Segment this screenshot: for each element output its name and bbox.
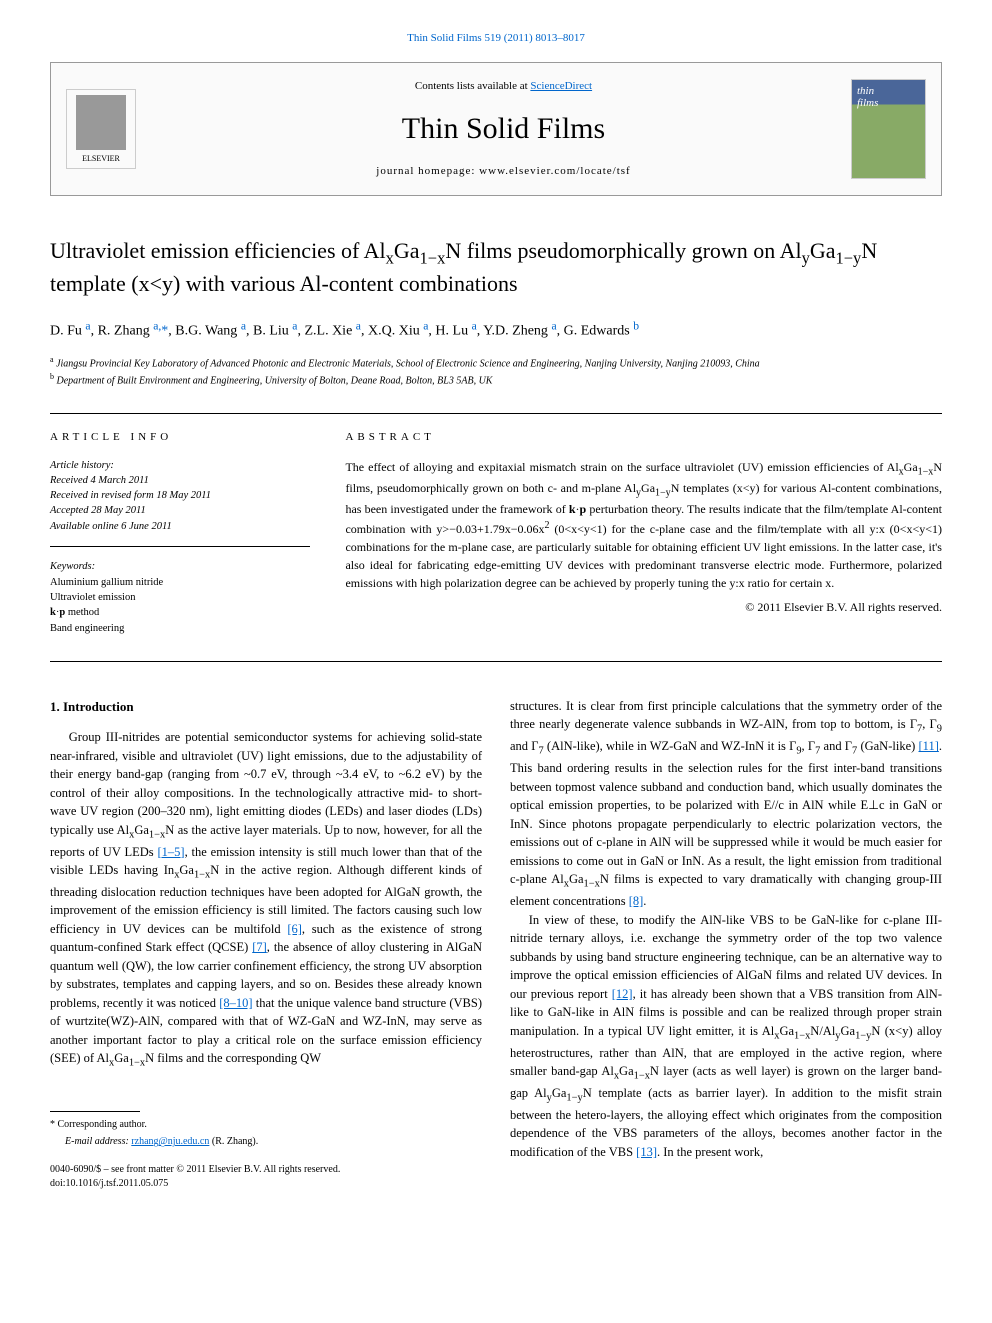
email-label: E-mail address:: [65, 1136, 131, 1147]
footer-block: * Corresponding author. E-mail address: …: [50, 1111, 482, 1191]
affil-link[interactable]: a: [85, 324, 90, 339]
history-line: Received 4 March 2011: [50, 473, 310, 488]
front-matter-line: 0040-6090/$ – see front matter © 2011 El…: [50, 1163, 482, 1177]
article-info-heading: ARTICLE INFO: [50, 429, 310, 446]
elsevier-tree-icon: [76, 95, 126, 150]
abstract-text: The effect of alloying and expitaxial mi…: [345, 458, 942, 593]
ref-link[interactable]: [8–10]: [219, 996, 252, 1010]
corresponding-author: * Corresponding author.: [50, 1118, 482, 1132]
copyright-block: 0040-6090/$ – see front matter © 2011 El…: [50, 1163, 482, 1191]
elsevier-logo: ELSEVIER: [66, 89, 136, 169]
ref-link[interactable]: [13]: [636, 1145, 657, 1159]
email-suffix: (R. Zhang).: [209, 1136, 258, 1147]
ref-link[interactable]: [6]: [287, 922, 302, 936]
keywords-label: Keywords:: [50, 559, 310, 574]
footer-separator: [50, 1111, 140, 1112]
section-heading-intro: 1. Introduction: [50, 697, 482, 716]
body-column-left: 1. Introduction Group III-nitrides are p…: [50, 697, 482, 1192]
affil-link[interactable]: a: [472, 324, 477, 339]
article-title: Ultraviolet emission efficiencies of Alx…: [50, 236, 942, 299]
abstract-copyright: © 2011 Elsevier B.V. All rights reserved…: [345, 598, 942, 616]
affiliations: a Jiangsu Provincial Key Laboratory of A…: [50, 354, 942, 389]
keyword: Ultraviolet emission: [50, 590, 310, 605]
email-link[interactable]: rzhang@nju.edu.cn: [131, 1136, 209, 1147]
sciencedirect-link[interactable]: ScienceDirect: [530, 80, 592, 92]
corresponding-link[interactable]: *: [161, 324, 168, 339]
affil-link[interactable]: a: [551, 324, 556, 339]
affil-link[interactable]: a: [423, 324, 428, 339]
elsevier-label: ELSEVIER: [82, 153, 120, 165]
history-label: Article history:: [50, 458, 310, 473]
meta-section: ARTICLE INFO Article history: Received 4…: [50, 413, 942, 662]
journal-name: Thin Solid Films: [156, 106, 851, 151]
article-history: Article history: Received 4 March 2011 R…: [50, 458, 310, 547]
history-line: Received in revised form 18 May 2011: [50, 488, 310, 503]
keyword: Aluminium gallium nitride: [50, 575, 310, 590]
journal-header-box: ELSEVIER Contents lists available at Sci…: [50, 62, 942, 196]
body-paragraph: In view of these, to modify the AlN-like…: [510, 911, 942, 1162]
ref-link[interactable]: [1–5]: [157, 845, 184, 859]
ref-link[interactable]: [7]: [252, 940, 267, 954]
affil-link[interactable]: a: [241, 324, 246, 339]
affil-link[interactable]: b: [633, 324, 639, 339]
author-list: D. Fu a, R. Zhang a,*, B.G. Wang a, B. L…: [50, 317, 942, 342]
article-info-column: ARTICLE INFO Article history: Received 4…: [50, 429, 335, 636]
email-line: E-mail address: rzhang@nju.edu.cn (R. Zh…: [65, 1135, 482, 1149]
ref-link[interactable]: [11]: [919, 739, 939, 753]
keyword: Band engineering: [50, 621, 310, 636]
body-column-right: structures. It is clear from first princ…: [510, 697, 942, 1192]
body-paragraph: structures. It is clear from first princ…: [510, 697, 942, 911]
body-paragraph: Group III-nitrides are potential semicon…: [50, 728, 482, 1071]
affiliation-b: b Department of Built Environment and En…: [50, 371, 942, 388]
header-center: Contents lists available at ScienceDirec…: [156, 78, 851, 180]
abstract-column: ABSTRACT The effect of alloying and expi…: [335, 429, 942, 636]
journal-cover-thumb: [851, 79, 926, 179]
keyword: k·p method: [50, 605, 310, 620]
journal-homepage: journal homepage: www.elsevier.com/locat…: [156, 163, 851, 180]
contents-prefix: Contents lists available at: [415, 80, 530, 92]
journal-citation-link[interactable]: Thin Solid Films 519 (2011) 8013–8017: [50, 30, 942, 47]
doi-line: doi:10.1016/j.tsf.2011.05.075: [50, 1177, 482, 1191]
affil-link[interactable]: a: [356, 324, 361, 339]
contents-line: Contents lists available at ScienceDirec…: [156, 78, 851, 95]
abstract-heading: ABSTRACT: [345, 429, 942, 446]
keywords-block: Keywords: Aluminium gallium nitride Ultr…: [50, 559, 310, 636]
ref-link[interactable]: [12]: [612, 987, 633, 1001]
body-columns: 1. Introduction Group III-nitrides are p…: [50, 697, 942, 1192]
affiliation-a: a Jiangsu Provincial Key Laboratory of A…: [50, 354, 942, 371]
ref-link[interactable]: [8]: [629, 894, 644, 908]
history-line: Accepted 28 May 2011: [50, 503, 310, 518]
history-line: Available online 6 June 2011: [50, 519, 310, 534]
affil-link[interactable]: a: [292, 324, 297, 339]
